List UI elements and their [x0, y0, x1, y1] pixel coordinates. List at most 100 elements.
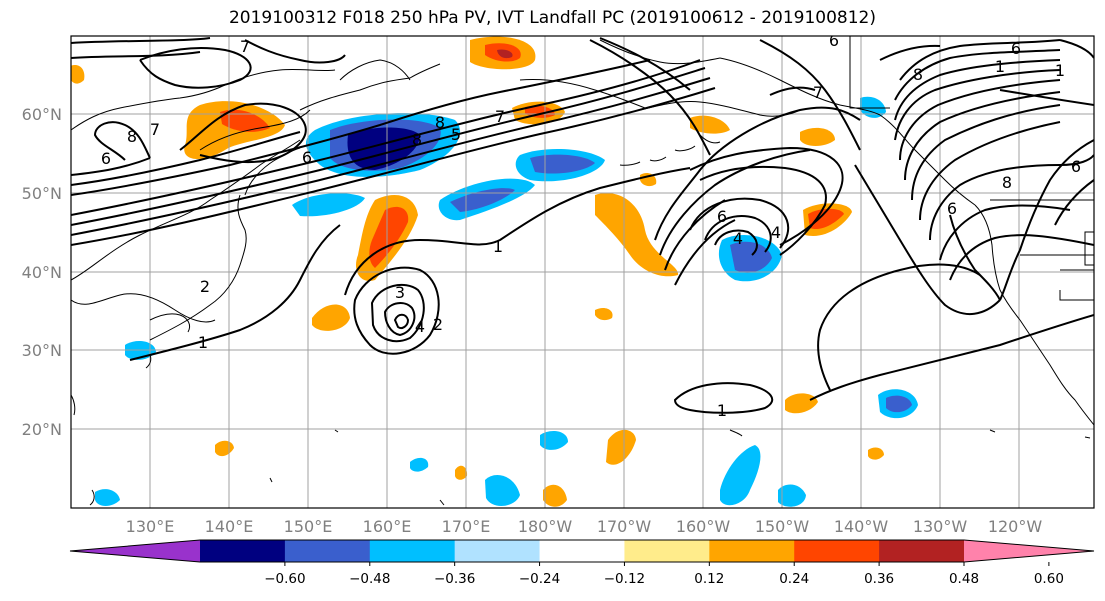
colorbar-segment	[709, 540, 795, 562]
lon-label: 160°E	[363, 517, 412, 536]
lon-label: 120°W	[988, 517, 1043, 536]
contour-label: 2	[200, 277, 210, 296]
lon-label: 170°W	[597, 517, 652, 536]
lon-label: 150°E	[284, 517, 333, 536]
colorbar-segment	[200, 540, 286, 562]
lon-label: 130°E	[126, 517, 175, 536]
pv-negative-region	[720, 445, 761, 506]
pv-positive-region	[800, 127, 835, 146]
contour-label: 7	[150, 120, 160, 139]
contour-label: 5	[451, 125, 461, 144]
contour-label: 8	[127, 127, 137, 146]
colorbar-tick-label: −0.12	[604, 571, 645, 587]
colorbar-tick-label: −0.60	[264, 571, 305, 587]
pv-negative-region	[860, 96, 886, 118]
colorbar-segment	[539, 540, 625, 562]
pv-positive-region	[606, 429, 636, 465]
pv-positive-region	[312, 304, 350, 331]
colorbar-segment	[879, 540, 965, 562]
contour-label: 4	[733, 229, 743, 248]
lat-label: 20°N	[22, 420, 62, 439]
pv-positive-region	[455, 465, 468, 480]
pv-positive-region	[215, 440, 234, 457]
pv-positive-region	[595, 307, 613, 321]
lon-label: 180°W	[518, 517, 573, 536]
pv-positive-region	[785, 393, 818, 414]
longitude-axis-labels: 130°E 140°E 150°E 160°E 170°E 180°W 170°…	[126, 517, 1043, 536]
lon-label: 150°W	[755, 517, 810, 536]
lon-label: 170°E	[442, 517, 491, 536]
latitude-axis-labels: 60°N 50°N 40°N 30°N 20°N	[22, 105, 62, 439]
lat-label: 40°N	[22, 263, 62, 282]
contour-labels: 7 8 7 6 8 5 7 6 8 6 1 1 3 4 2 2 1 6 4 4 …	[101, 31, 1081, 420]
contour-label: 6	[1011, 39, 1021, 58]
contour-label: 6	[829, 31, 839, 50]
colorbar-segment	[284, 540, 371, 562]
colorbar-tick-label: 0.60	[1034, 571, 1064, 587]
contour-label: 6	[1071, 157, 1081, 176]
colorbar-segment	[369, 540, 456, 562]
contour-label: 6	[717, 207, 727, 226]
contour-label: 1	[995, 57, 1005, 76]
contour-label: 3	[395, 283, 405, 302]
contour-label: 2	[433, 315, 443, 334]
colorbar-tick-label: −0.48	[349, 571, 390, 587]
colorbar-segment	[794, 540, 880, 562]
colorbar-segment	[454, 540, 541, 562]
pv-negative-region	[730, 241, 772, 273]
lon-label: 130°W	[913, 517, 968, 536]
colorbar: −0.60 −0.48 −0.36 −0.24 −0.12 0.12 0.24 0.36 0.4…	[69, 539, 1095, 587]
contour-label: 7	[495, 107, 505, 126]
pv-negative-region	[886, 395, 912, 413]
lon-label: 160°W	[676, 517, 731, 536]
contour-label: 8	[412, 130, 422, 149]
pv-negative-region	[292, 193, 365, 217]
map-frame	[70, 35, 1095, 509]
pv-contours	[71, 37, 1094, 414]
map-title: 2019100312 F018 250 hPa PV, IVT Landfall…	[228, 8, 876, 28]
contour-label: 8	[913, 65, 923, 84]
pv-negative-region	[95, 489, 120, 506]
pv-negative-region	[485, 475, 520, 506]
pv-positive-region	[543, 484, 567, 507]
colorbar-extend-min	[70, 540, 200, 562]
colorbar-tick-label: −0.36	[434, 571, 475, 587]
pv-negative-region	[778, 484, 806, 507]
lon-label: 140°E	[205, 517, 254, 536]
contour-label: 6	[101, 149, 111, 168]
pv-negative-region	[410, 457, 429, 472]
colorbar-tick-label: 0.36	[864, 571, 894, 587]
pv-positive-region	[369, 206, 409, 268]
lat-label: 60°N	[22, 105, 62, 124]
contour-label: 8	[1002, 173, 1012, 192]
map-area: 7 8 7 6 8 5 7 6 8 6 1 1 3 4 2 2 1 6 4 4 …	[71, 31, 1094, 508]
contour-label: 6	[302, 148, 312, 167]
contour-label: 1	[717, 401, 727, 420]
pv-positive-region	[868, 447, 884, 460]
lat-label: 30°N	[22, 341, 62, 360]
colorbar-tick-label: 0.24	[779, 571, 809, 587]
pv-positive-region	[71, 65, 85, 84]
contour-label: 6	[947, 199, 957, 218]
colorbar-tick-label: 0.48	[949, 571, 979, 587]
colorbar-tick-label: 0.12	[694, 571, 724, 587]
lon-label: 140°W	[834, 517, 889, 536]
contour-label: 1	[493, 237, 503, 256]
pv-negative-region	[540, 430, 568, 450]
contour-label: 4	[771, 223, 781, 242]
colorbar-extend-max	[964, 540, 1094, 562]
colorbar-segment	[624, 540, 710, 562]
pv-positive-region	[220, 109, 270, 132]
pv-negative-region	[530, 154, 595, 174]
lat-label: 50°N	[22, 184, 62, 203]
colorbar-outline	[69, 539, 1095, 563]
pv-positive-region	[595, 193, 679, 277]
contour-label: 7	[813, 83, 823, 102]
pv-positive-core	[497, 49, 513, 59]
contour-label: 7	[240, 37, 250, 56]
contour-label: 8	[435, 113, 445, 132]
pv-anomaly-shading	[71, 36, 918, 507]
contour-label: 1	[1055, 61, 1065, 80]
contour-label: 4	[415, 317, 425, 336]
